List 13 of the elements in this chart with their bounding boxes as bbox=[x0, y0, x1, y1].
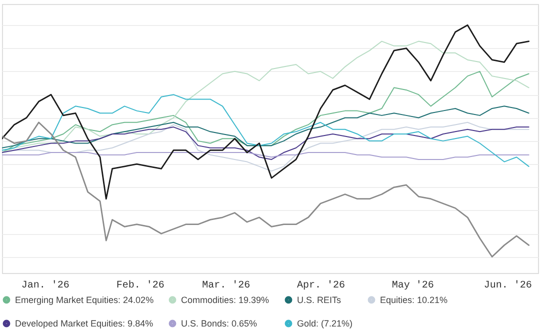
x-tick-label: Feb. '26 bbox=[116, 280, 164, 292]
legend-label: Gold: (7.21%) bbox=[297, 318, 353, 328]
x-tick-label: Mar. '26 bbox=[202, 280, 250, 292]
legend-label: Developed Market Equities: 9.84% bbox=[15, 318, 154, 328]
legend-label: Commodities: 19.39% bbox=[181, 294, 270, 305]
legend-label: U.S. Bonds: 0.65% bbox=[181, 318, 258, 328]
x-tick-label: Apr. '26 bbox=[297, 280, 346, 292]
x-tick-label: Jun. '26 bbox=[484, 280, 532, 292]
legend-label: Emerging Market Equities: 24.02% bbox=[15, 294, 154, 305]
x-tick-label: Jan. '26 bbox=[21, 280, 70, 292]
legend-label: U.S. REITs bbox=[297, 294, 342, 305]
x-tick-label: May '26 bbox=[392, 280, 434, 292]
legend-label: Equities: 10.21% bbox=[380, 294, 448, 305]
